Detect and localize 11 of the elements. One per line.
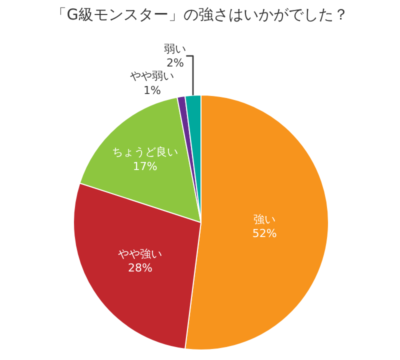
- data-label: 28%: [128, 262, 152, 275]
- data-label: 17%: [132, 160, 158, 173]
- slice-label: 弱い: [164, 42, 186, 56]
- data-label: 2%: [166, 56, 184, 70]
- slice-label: やや強い: [118, 247, 162, 260]
- slice-label: 強い: [254, 212, 276, 226]
- slice-label: やや弱い: [130, 70, 174, 83]
- data-label: 1%: [144, 84, 161, 97]
- slice-label: ちょうど良い: [112, 145, 178, 158]
- chart-title: 「G級モンスター」の強さはいかがでした？: [52, 6, 348, 24]
- data-label: 52%: [252, 227, 277, 240]
